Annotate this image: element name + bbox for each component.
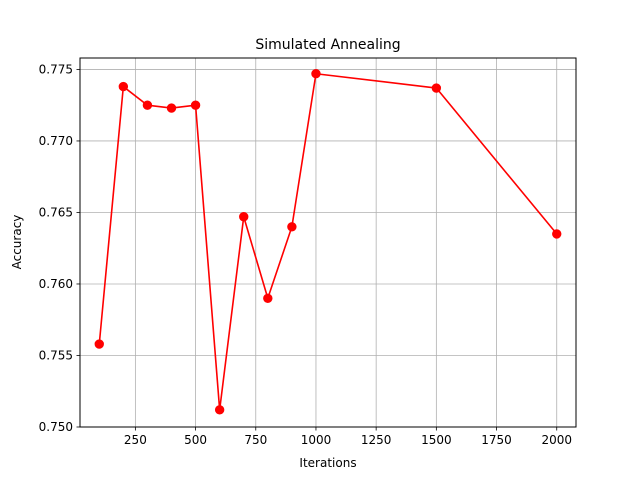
y-axis-label: Accuracy bbox=[10, 215, 24, 270]
data-point bbox=[311, 69, 321, 79]
plot-frame bbox=[79, 57, 577, 428]
data-point bbox=[118, 81, 129, 92]
y-tick-label: 0.770 bbox=[39, 134, 73, 148]
plot-area bbox=[80, 58, 576, 427]
y-axis-ticks: 0.750 0.755 0.760 0.765 0.770 0.775 bbox=[39, 62, 80, 434]
series-layer bbox=[94, 69, 562, 415]
y-tick-label: 0.750 bbox=[39, 420, 73, 434]
y-tick-label: 0.765 bbox=[39, 205, 73, 219]
x-tick-label: 1500 bbox=[421, 433, 452, 447]
chart-title: Simulated Annealing bbox=[255, 37, 400, 53]
x-tick-label: 250 bbox=[124, 433, 147, 447]
data-point bbox=[239, 212, 249, 222]
x-axis-ticks: 250 500 750 1000 1250 1500 1750 2000 bbox=[124, 427, 572, 447]
data-point bbox=[94, 339, 104, 349]
data-point bbox=[166, 103, 177, 113]
x-tick-label: 2000 bbox=[541, 433, 572, 447]
data-point bbox=[142, 100, 153, 110]
data-point bbox=[214, 405, 225, 415]
x-tick-label: 1000 bbox=[301, 433, 332, 447]
data-point bbox=[287, 222, 297, 232]
data-point bbox=[263, 293, 273, 303]
series-line bbox=[98, 72, 558, 411]
data-point bbox=[552, 229, 562, 239]
x-tick-label: 500 bbox=[184, 433, 207, 447]
y-tick-label: 0.760 bbox=[39, 277, 73, 291]
y-tick-label: 0.775 bbox=[39, 62, 73, 76]
x-tick-label: 1750 bbox=[481, 433, 512, 447]
x-axis-label: Iterations bbox=[299, 456, 356, 470]
y-tick-label: 0.755 bbox=[39, 348, 73, 362]
data-point bbox=[431, 83, 442, 93]
data-point bbox=[190, 100, 201, 110]
x-tick-label: 1250 bbox=[361, 433, 392, 447]
x-tick-label: 750 bbox=[244, 433, 267, 447]
